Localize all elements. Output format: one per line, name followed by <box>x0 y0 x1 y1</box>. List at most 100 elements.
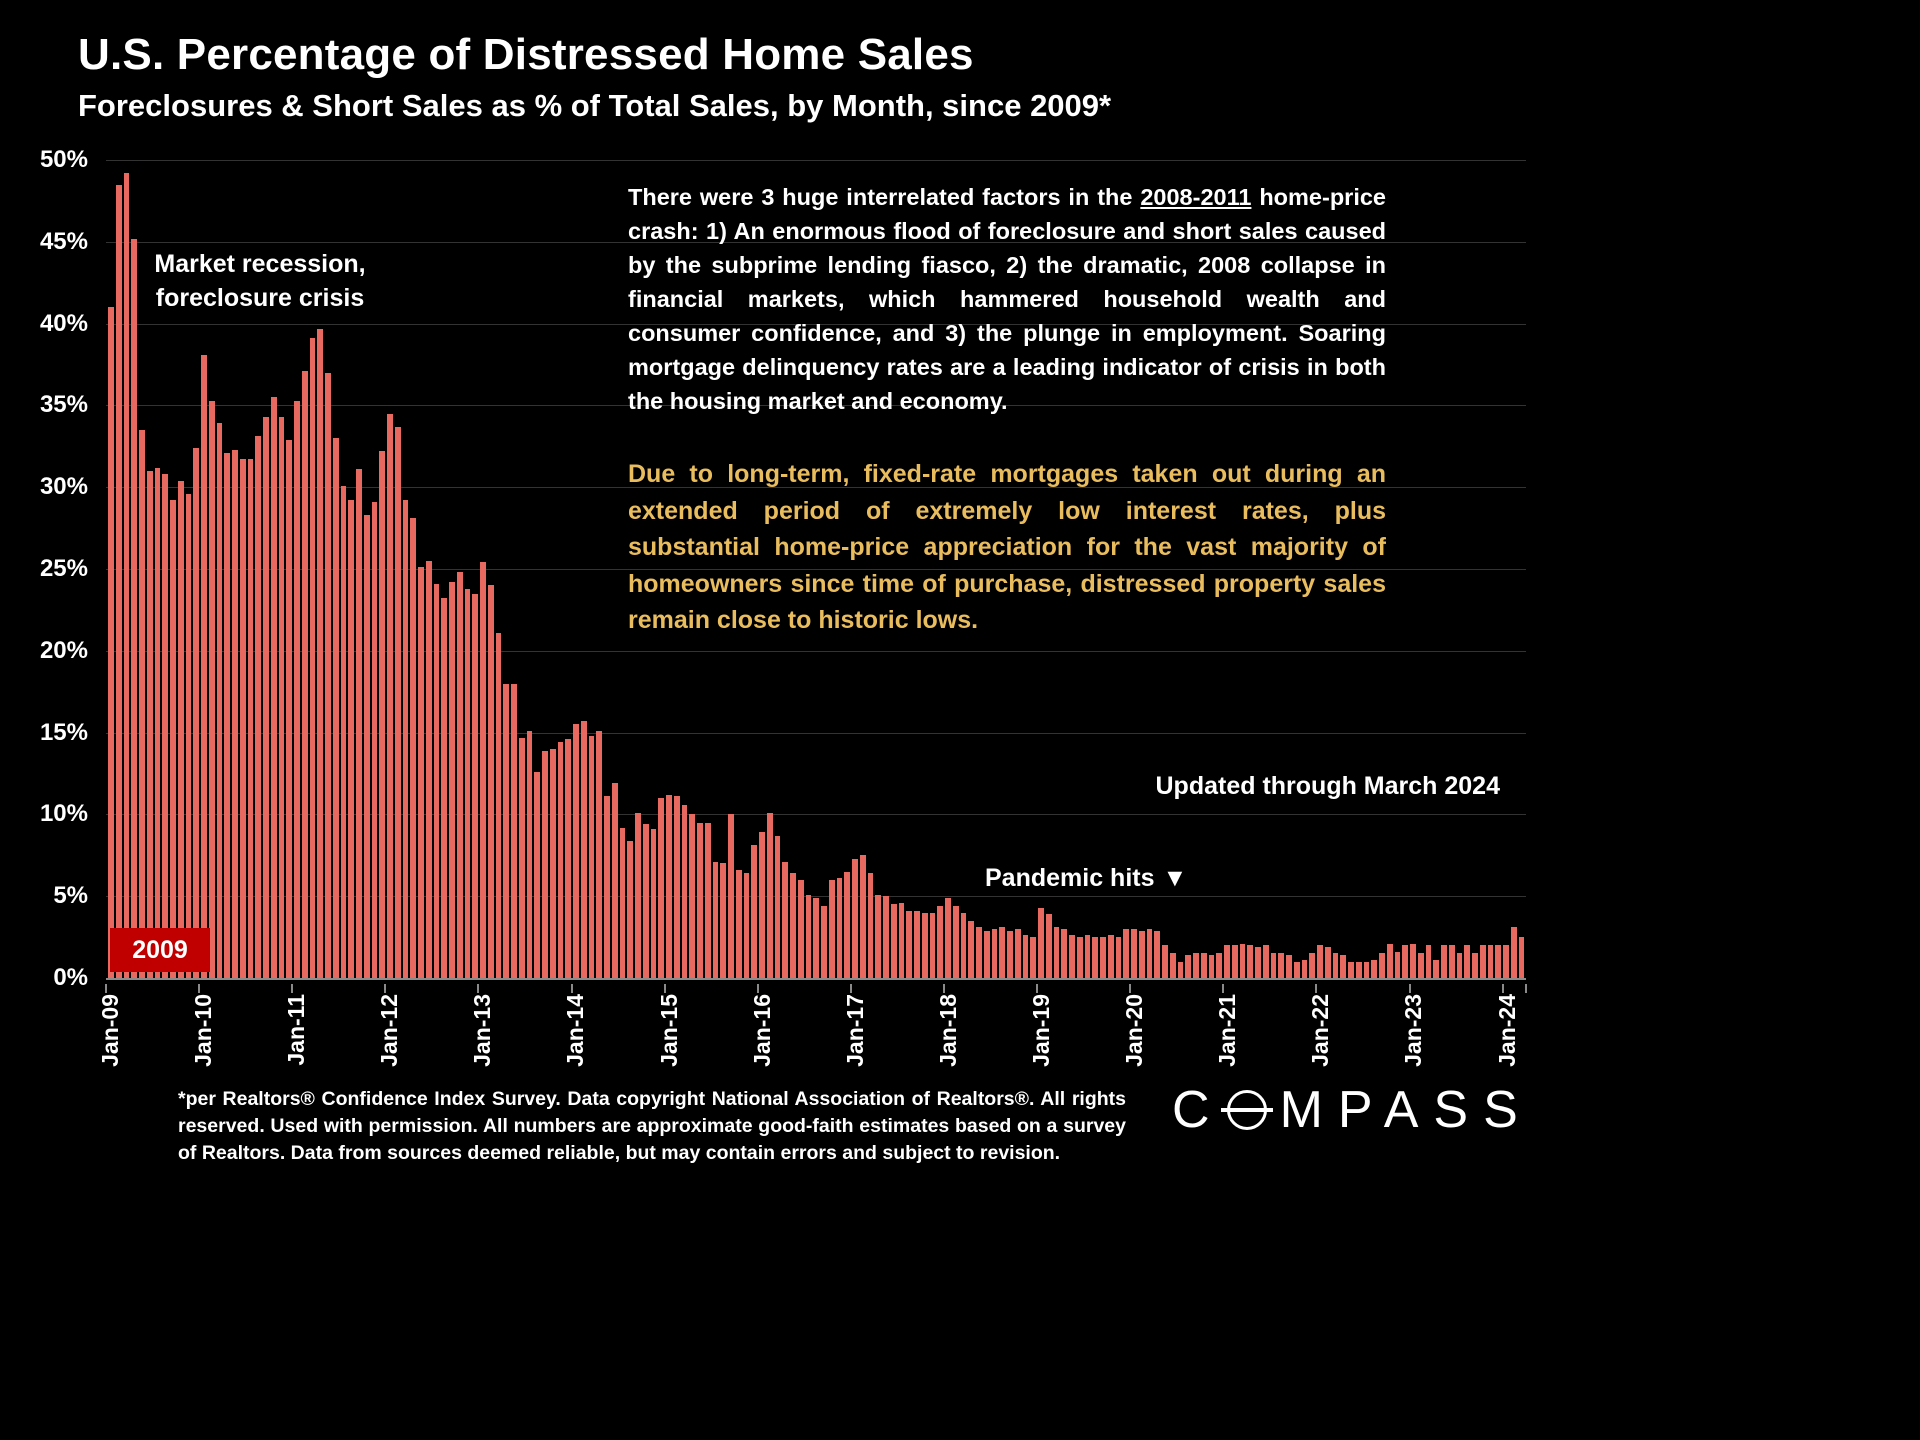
x-axis-tick <box>291 984 294 993</box>
bar <box>635 812 641 978</box>
page-title: U.S. Percentage of Distressed Home Sales <box>78 30 974 79</box>
bar <box>503 683 509 978</box>
bar <box>542 750 548 978</box>
bar <box>1177 961 1184 978</box>
x-axis-tick <box>1501 984 1504 993</box>
x-axis: Jan-09 Jan-10 Jan-11 Jan-12 Jan-13 Jan-14 Jan-… <box>97 984 1527 1084</box>
bar <box>906 910 912 978</box>
bar <box>402 500 409 978</box>
bar <box>456 572 463 978</box>
bar <box>1433 960 1439 978</box>
bar <box>1324 946 1331 978</box>
bar <box>681 804 688 978</box>
y-axis: 50% 45% 40% 35% 30% 25% 20% 15% 10% 5% 0% <box>0 146 96 991</box>
bar <box>658 798 664 978</box>
bar <box>1317 945 1323 978</box>
bar <box>1138 930 1145 978</box>
bar <box>317 328 323 978</box>
bar <box>139 429 145 978</box>
bar <box>1100 937 1106 978</box>
bar <box>960 912 967 978</box>
x-axis-tick <box>477 984 480 993</box>
bar <box>363 515 370 978</box>
bar <box>1014 928 1021 978</box>
y-axis-label: 25% <box>39 555 88 582</box>
bar <box>1363 961 1370 978</box>
bar <box>1216 953 1222 978</box>
bar <box>1123 928 1129 978</box>
bar <box>976 927 982 978</box>
bar <box>325 372 331 978</box>
annotation-recession-line1: Market recession, <box>154 250 366 278</box>
bar <box>449 582 455 978</box>
bar <box>883 896 889 978</box>
bar <box>518 737 525 978</box>
bar <box>666 794 672 978</box>
bar <box>208 400 215 978</box>
bar <box>805 894 812 978</box>
bar <box>790 873 796 978</box>
x-axis-label: Jan-20 <box>1121 994 1148 1067</box>
bar <box>418 567 424 978</box>
bar <box>255 436 261 978</box>
x-axis-label: Jan-16 <box>748 994 775 1067</box>
bar <box>201 354 207 978</box>
bar <box>565 739 571 978</box>
x-axis-label: Jan-19 <box>1028 994 1055 1067</box>
bar <box>712 861 719 978</box>
bar <box>1503 945 1509 978</box>
analysis-part2: home-price crash: 1) An enormous flood o… <box>628 184 1386 414</box>
bar <box>774 835 781 978</box>
bar <box>1487 945 1494 978</box>
analysis-part1: There were 3 huge interrelated factors i… <box>628 184 1141 210</box>
bar <box>294 400 300 978</box>
bar <box>1456 953 1463 978</box>
bar <box>968 920 974 978</box>
bar <box>464 588 471 978</box>
x-axis-label: Jan-22 <box>1307 994 1334 1067</box>
page-subtitle: Foreclosures & Short Sales as % of Total… <box>78 88 1112 123</box>
compass-o-icon <box>1220 1090 1273 1130</box>
bar <box>914 910 920 978</box>
x-axis-label: Jan-24 <box>1493 994 1520 1067</box>
bar <box>673 796 680 978</box>
bar <box>170 500 176 978</box>
x-axis-tick <box>198 984 201 993</box>
bar <box>1069 935 1075 978</box>
bar <box>1038 907 1044 978</box>
year-2009-label: 2009 <box>132 935 188 964</box>
bar <box>1518 937 1525 978</box>
bar <box>1394 951 1401 978</box>
y-axis-label: 45% <box>39 227 88 255</box>
bar <box>1495 945 1501 978</box>
bar <box>999 927 1005 978</box>
x-axis-tick <box>1129 984 1132 993</box>
bar <box>704 822 711 978</box>
compass-logo-rest: MPASS <box>1279 1081 1533 1139</box>
bar <box>1092 937 1098 978</box>
bar <box>526 730 533 978</box>
bar <box>875 894 881 978</box>
bar <box>1208 955 1215 978</box>
bar <box>387 413 393 978</box>
bar <box>1162 945 1168 978</box>
bar <box>239 459 246 978</box>
bar <box>697 822 703 978</box>
x-axis-label: Jan-14 <box>562 994 589 1067</box>
bar <box>549 748 556 978</box>
bar <box>937 906 943 978</box>
bar <box>596 730 602 978</box>
gridline <box>106 569 1526 570</box>
y-axis-label: 15% <box>39 718 88 746</box>
x-axis-tick <box>1222 984 1225 993</box>
year-2009-badge: 2009 <box>110 928 210 972</box>
bar <box>480 562 486 978</box>
bar <box>859 855 866 978</box>
x-axis-label: Jan-15 <box>655 994 682 1067</box>
bar <box>1131 928 1137 978</box>
bar <box>1410 943 1416 978</box>
x-axis-tick <box>849 984 852 993</box>
bar <box>534 771 540 978</box>
bar <box>216 423 223 978</box>
